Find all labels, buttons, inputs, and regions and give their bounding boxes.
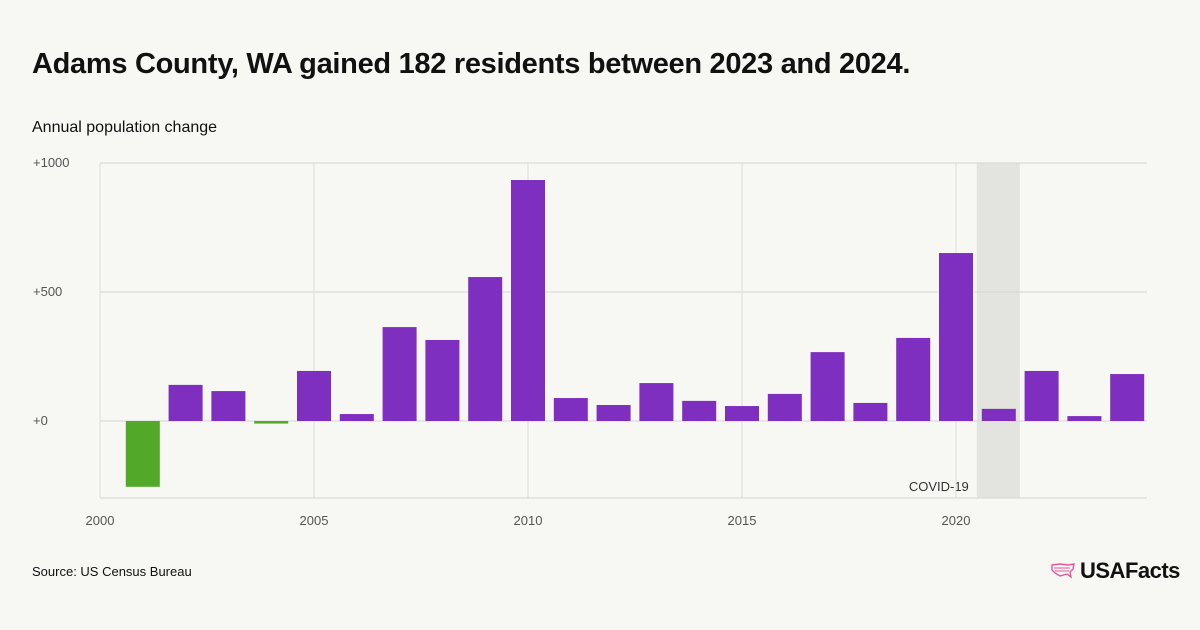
covid-highlight <box>976 163 1020 498</box>
bar-2001 <box>125 421 160 487</box>
bar-2006 <box>339 414 374 421</box>
bar-2002 <box>168 384 203 421</box>
bar-2007 <box>382 327 417 421</box>
bar-2014 <box>682 400 717 421</box>
x-tick-label: 2010 <box>514 513 543 528</box>
bar-2023 <box>1067 416 1102 421</box>
bar-2021 <box>981 408 1016 421</box>
us-map-icon <box>1051 563 1075 579</box>
bar-2016 <box>767 393 802 421</box>
bar-2011 <box>553 398 588 421</box>
bar-2024 <box>1110 374 1145 421</box>
bar-2003 <box>211 391 246 421</box>
covid-label: COVID-19 <box>909 479 969 494</box>
bar-2020 <box>939 253 973 421</box>
bar-2009 <box>468 277 503 421</box>
bar-2004 <box>254 421 289 424</box>
bar-2017 <box>810 352 845 421</box>
y-tick-label: +1000 <box>33 155 70 170</box>
x-tick-label: 2015 <box>728 513 757 528</box>
x-tick-label: 2005 <box>300 513 329 528</box>
bar-2018 <box>853 402 888 421</box>
y-tick-label: +0 <box>33 413 48 428</box>
y-axis-label: Annual population change <box>32 119 218 136</box>
source-note: Source: US Census Bureau <box>32 564 192 579</box>
bar-2012 <box>596 405 631 421</box>
bar-2013 <box>639 383 674 421</box>
usafacts-logo: USAFacts <box>1050 558 1180 584</box>
bar-2019 <box>896 337 931 421</box>
y-tick-label: +500 <box>33 284 62 299</box>
x-tick-label: 2020 <box>942 513 971 528</box>
bar-2008 <box>425 339 460 421</box>
x-tick-label: 2000 <box>86 513 115 528</box>
bar-2015 <box>725 406 759 421</box>
chart-title: Adams County, WA gained 182 residents be… <box>32 48 911 80</box>
bar-2022 <box>1024 370 1059 421</box>
bar-2010 <box>511 180 545 421</box>
logo-text: USAFacts <box>1080 558 1180 583</box>
bar-2005 <box>297 370 331 421</box>
